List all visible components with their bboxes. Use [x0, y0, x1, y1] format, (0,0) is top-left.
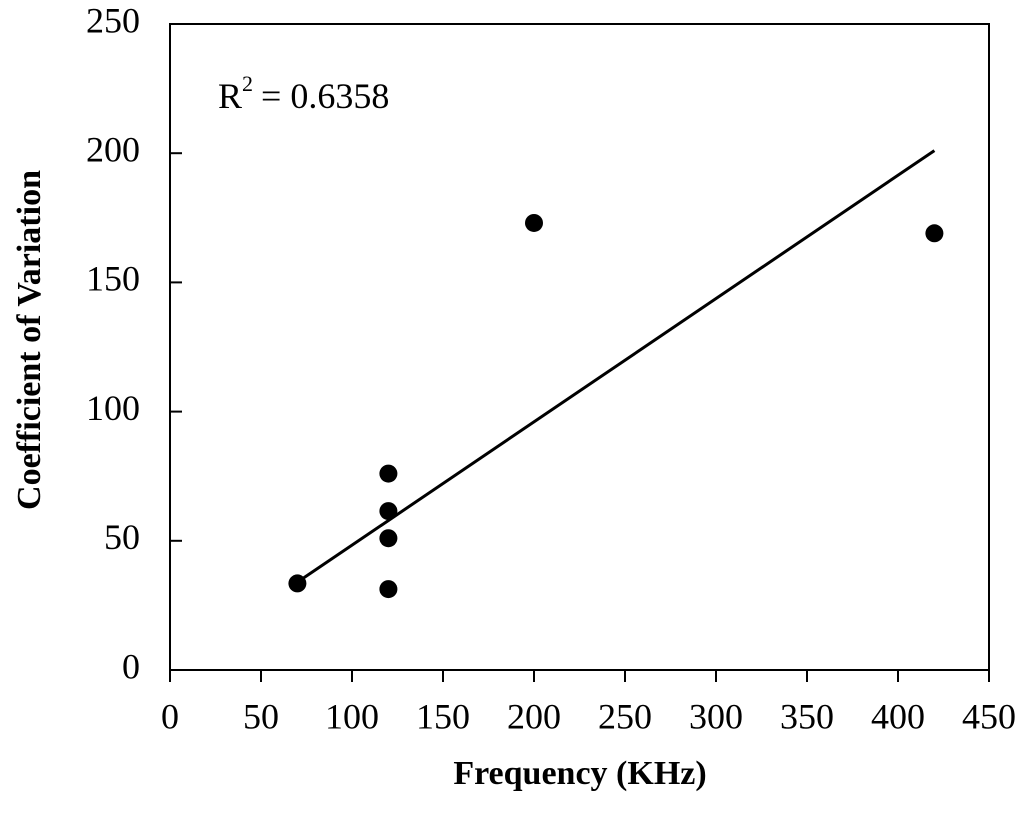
x-tick-label: 100: [325, 696, 379, 736]
x-tick-label: 350: [780, 696, 834, 736]
data-point: [379, 580, 398, 599]
x-tick-label: 450: [962, 696, 1016, 736]
data-point: [925, 224, 944, 243]
y-tick-label: 200: [86, 129, 140, 169]
data-point: [379, 464, 398, 483]
x-tick-label: 300: [689, 696, 743, 736]
x-tick-label: 0: [161, 696, 179, 736]
x-tick-label: 150: [416, 696, 470, 736]
y-tick-label: 0: [122, 646, 140, 686]
annotation: R2 = 0.6358: [218, 71, 389, 116]
y-tick-label: 250: [86, 0, 140, 40]
x-axis-title: Frequency (KHz): [453, 755, 706, 792]
x-tick-label: 250: [598, 696, 652, 736]
y-tick-label: 50: [104, 517, 140, 557]
annotation-sup: 2: [242, 71, 253, 96]
data-point: [379, 502, 398, 521]
y-tick-label: 100: [86, 388, 140, 428]
annotation-base: R: [218, 76, 242, 116]
trendline: [296, 149, 936, 584]
data-point: [379, 529, 398, 548]
data-point: [525, 213, 543, 232]
data-point: [288, 574, 307, 593]
annotation-text: = 0.6358: [261, 76, 389, 116]
plot-frame: [169, 23, 990, 671]
y-tick-label: 150: [86, 259, 140, 299]
x-tick-label: 200: [507, 696, 561, 736]
y-axis-title: Coefficient of Variation: [11, 170, 48, 510]
x-tick-label: 400: [871, 696, 925, 736]
x-tick-label: 50: [243, 696, 279, 736]
